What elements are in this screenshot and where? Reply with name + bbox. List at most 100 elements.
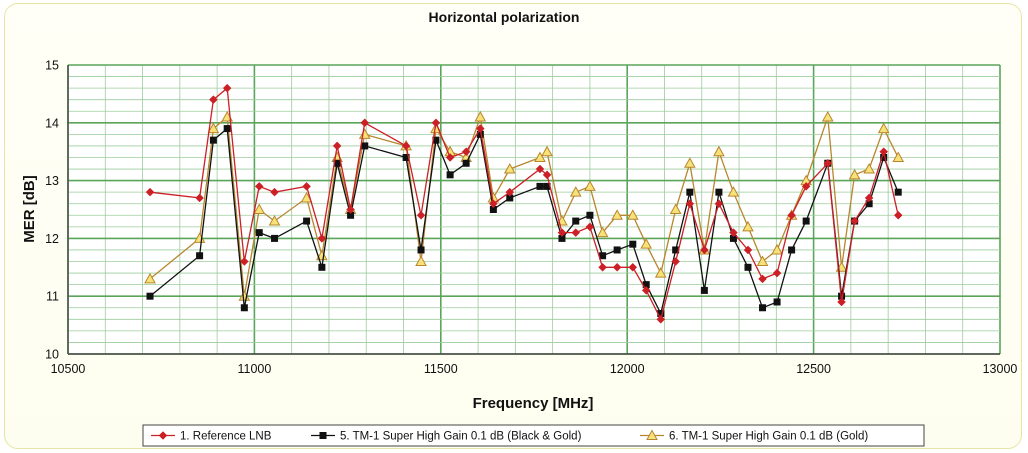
data-point bbox=[656, 314, 666, 324]
data-point bbox=[558, 234, 566, 242]
data-point bbox=[686, 188, 694, 196]
data-point bbox=[445, 153, 455, 162]
data-point bbox=[700, 286, 708, 294]
y-tick-label: 11 bbox=[46, 290, 59, 304]
data-point bbox=[864, 193, 874, 203]
legend-items: 1. Reference LNB 5. TM-1 Super High Gain … bbox=[151, 429, 868, 443]
data-point bbox=[253, 203, 266, 214]
data-point bbox=[863, 163, 875, 174]
data-point bbox=[850, 216, 859, 226]
data-point bbox=[461, 147, 471, 157]
data-point bbox=[758, 274, 767, 284]
data-point bbox=[401, 141, 411, 151]
legend-label: 1. Reference LNB bbox=[180, 431, 272, 443]
data-point bbox=[894, 188, 902, 196]
data-point bbox=[536, 182, 544, 190]
data-point bbox=[629, 240, 637, 248]
data-point bbox=[303, 217, 311, 225]
data-point bbox=[626, 209, 639, 220]
data-point bbox=[317, 234, 327, 243]
data-point bbox=[700, 245, 709, 255]
data-point bbox=[254, 182, 264, 191]
data-point bbox=[585, 222, 595, 232]
data-point bbox=[756, 255, 769, 267]
data-point bbox=[316, 249, 328, 261]
data-point bbox=[598, 262, 607, 272]
series-line bbox=[149, 86, 899, 322]
data-point bbox=[571, 228, 581, 237]
y-tick-label: 13 bbox=[45, 174, 59, 188]
legend-box bbox=[142, 424, 925, 447]
data-point bbox=[240, 304, 248, 312]
y-tick-label: 15 bbox=[45, 59, 59, 73]
data-point bbox=[432, 136, 440, 144]
data-point bbox=[787, 210, 796, 220]
data-point bbox=[713, 145, 725, 157]
data-point bbox=[489, 199, 498, 209]
data-point bbox=[892, 151, 905, 162]
data-point bbox=[302, 182, 311, 191]
axes bbox=[67, 65, 1000, 355]
data-point bbox=[744, 263, 752, 271]
data-point bbox=[462, 159, 470, 167]
data-point bbox=[333, 159, 341, 167]
data-point bbox=[572, 217, 580, 225]
series-line bbox=[149, 115, 899, 297]
data-point bbox=[596, 226, 609, 238]
data-point bbox=[611, 209, 623, 220]
data-point bbox=[361, 142, 369, 150]
legend-entry-3: 6. TM-1 Super High Gain 0.1 dB (Gold) bbox=[640, 429, 868, 443]
data-point bbox=[255, 229, 263, 237]
data-point bbox=[446, 171, 454, 179]
data-point bbox=[801, 182, 811, 191]
data-point bbox=[599, 252, 607, 260]
chart-title: Horizontal polarization bbox=[429, 9, 580, 25]
data-point bbox=[640, 238, 653, 249]
data-point bbox=[788, 246, 796, 254]
data-point bbox=[270, 187, 279, 197]
data-point bbox=[672, 246, 680, 254]
data-point bbox=[642, 281, 650, 289]
data-point bbox=[222, 83, 232, 93]
data-point bbox=[586, 211, 594, 219]
data-point bbox=[802, 217, 810, 225]
x-tick-label: 13000 bbox=[983, 362, 1018, 376]
data-point bbox=[239, 257, 249, 266]
plot-background bbox=[68, 65, 1000, 354]
data-point bbox=[669, 203, 682, 214]
x-tick-label: 12000 bbox=[610, 362, 645, 376]
legend-marker bbox=[319, 432, 327, 439]
data-point bbox=[743, 245, 753, 255]
data-point bbox=[848, 168, 861, 180]
y-tick-label: 14 bbox=[45, 116, 59, 130]
x-tick-label: 11500 bbox=[424, 362, 458, 376]
data-point bbox=[318, 263, 326, 271]
plot-area bbox=[68, 65, 1000, 354]
data-point bbox=[773, 298, 781, 306]
y-tick-label: 10 bbox=[45, 348, 59, 362]
data-point bbox=[268, 215, 281, 226]
data-point bbox=[557, 228, 567, 237]
data-point bbox=[628, 262, 638, 272]
data-point bbox=[657, 310, 665, 318]
series-group bbox=[144, 83, 905, 324]
data-point bbox=[612, 262, 622, 272]
data-point bbox=[195, 193, 204, 203]
data-point bbox=[742, 220, 754, 232]
data-point bbox=[654, 267, 667, 278]
legend-entry-1: 1. Reference LNB bbox=[151, 431, 272, 443]
data-point bbox=[821, 110, 834, 122]
legend: 1. Reference LNB 5. TM-1 Super High Gain … bbox=[142, 424, 925, 447]
data-point bbox=[416, 210, 426, 220]
data-point bbox=[207, 122, 220, 134]
data-point bbox=[431, 118, 441, 128]
data-point bbox=[535, 164, 545, 174]
data-point bbox=[729, 234, 737, 242]
data-point bbox=[346, 205, 355, 214]
data-point bbox=[489, 206, 497, 213]
data-point bbox=[880, 153, 888, 161]
data-point bbox=[223, 125, 231, 133]
legend-marker bbox=[646, 429, 658, 440]
data-point bbox=[542, 170, 552, 180]
series-line bbox=[149, 127, 899, 316]
